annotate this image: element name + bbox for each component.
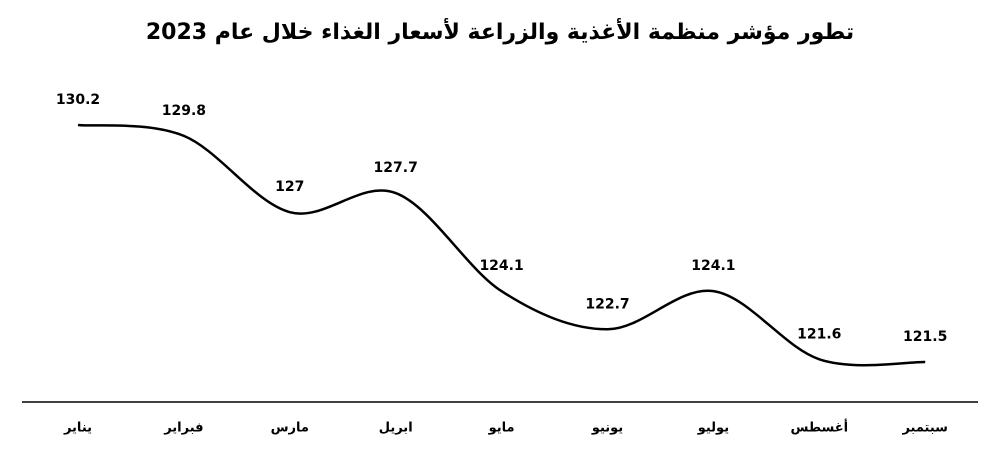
- value-label: 122.7: [585, 296, 629, 312]
- x-tick-label: أغسطس: [790, 419, 848, 436]
- value-label: 124.1: [691, 258, 735, 274]
- value-label: 127: [275, 179, 304, 195]
- value-label: 121.6: [797, 326, 841, 342]
- x-tick-label: مايو: [488, 421, 515, 436]
- value-label: 130.2: [56, 92, 100, 108]
- value-label: 129.8: [162, 103, 206, 119]
- value-label: 127.7: [374, 160, 418, 176]
- x-tick-label: يناير: [63, 421, 92, 436]
- value-label: 124.1: [479, 258, 523, 274]
- x-tick-label: يوليو: [697, 421, 729, 436]
- line: [77, 123, 926, 367]
- x-tick-label: يونيو: [591, 421, 623, 436]
- chart-title: تطور مؤشر منظمة الأغذية والزراعة لأسعار …: [146, 17, 854, 45]
- x-tick-label: ابريل: [379, 421, 413, 436]
- value-label: 121.5: [903, 329, 947, 345]
- x-tick-label: فبراير: [163, 421, 203, 436]
- x-tick-label: سبتمبر: [901, 421, 948, 436]
- x-tick-label: مارس: [271, 421, 309, 436]
